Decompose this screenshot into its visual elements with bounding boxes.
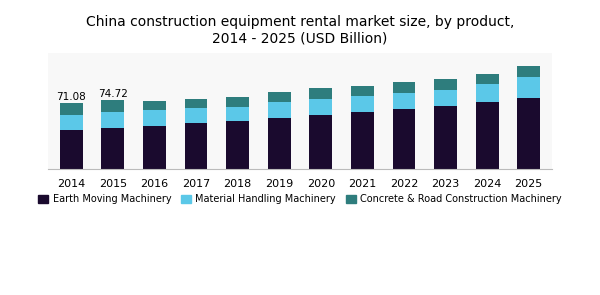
Bar bbox=[268, 118, 290, 169]
Bar bbox=[310, 115, 332, 169]
Legend: Earth Moving Machinery, Material Handling Machinery, Concrete & Road Constructio: Earth Moving Machinery, Material Handlin… bbox=[34, 190, 566, 208]
Bar bbox=[101, 112, 124, 128]
Bar bbox=[226, 97, 249, 106]
Bar bbox=[434, 106, 457, 169]
Bar bbox=[351, 86, 374, 96]
Bar bbox=[101, 128, 124, 169]
Bar bbox=[351, 96, 374, 112]
Bar bbox=[268, 92, 290, 102]
Bar bbox=[226, 106, 249, 121]
Bar bbox=[143, 110, 166, 126]
Bar bbox=[185, 108, 208, 123]
Bar bbox=[101, 100, 124, 112]
Bar bbox=[226, 121, 249, 169]
Bar bbox=[434, 79, 457, 90]
Bar bbox=[517, 77, 540, 98]
Bar bbox=[517, 66, 540, 77]
Bar bbox=[392, 109, 415, 169]
Bar bbox=[143, 126, 166, 169]
Bar bbox=[60, 115, 83, 130]
Text: 71.08: 71.08 bbox=[56, 92, 86, 102]
Bar bbox=[517, 98, 540, 169]
Bar bbox=[476, 102, 499, 169]
Bar bbox=[310, 88, 332, 99]
Bar bbox=[60, 130, 83, 169]
Bar bbox=[143, 101, 166, 110]
Bar bbox=[185, 123, 208, 169]
Title: China construction equipment rental market size, by product,
2014 - 2025 (USD Bi: China construction equipment rental mark… bbox=[86, 15, 514, 45]
Bar bbox=[392, 93, 415, 109]
Bar bbox=[60, 103, 83, 115]
Bar bbox=[268, 102, 290, 118]
Bar bbox=[434, 90, 457, 106]
Bar bbox=[476, 84, 499, 102]
Bar bbox=[185, 99, 208, 108]
Bar bbox=[476, 74, 499, 84]
Bar bbox=[351, 112, 374, 169]
Text: 74.72: 74.72 bbox=[98, 89, 128, 99]
Bar bbox=[310, 99, 332, 115]
Bar bbox=[392, 81, 415, 93]
